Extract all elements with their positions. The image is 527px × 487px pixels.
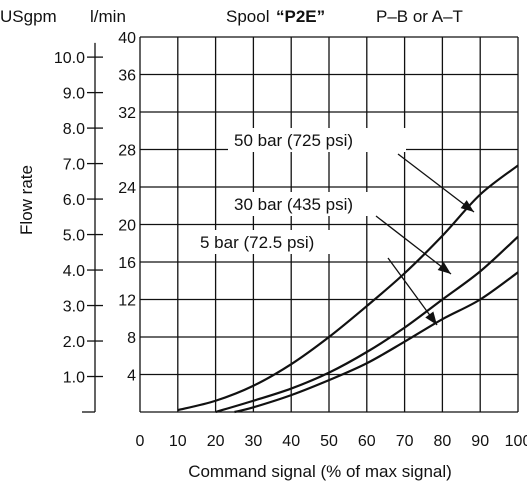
y-tick-label-usgpm: 8.0 <box>63 121 85 138</box>
tick-label-backdrop <box>49 47 87 68</box>
y-tick-label-lpm: 24 <box>118 180 136 197</box>
tick-label-backdrop <box>49 224 87 245</box>
series-50-bar-label: 50 bar (725 psi) <box>234 131 353 150</box>
tick-label-backdrop <box>112 64 138 85</box>
tick-label-backdrop <box>49 331 87 352</box>
x-tick-label: 80 <box>434 433 452 450</box>
y-tick-label-lpm: 32 <box>118 105 136 122</box>
x-tick-label: 70 <box>396 433 414 450</box>
tick-label-backdrop <box>49 189 87 210</box>
y-tick-label-lpm: 4 <box>127 368 136 385</box>
leader-line <box>375 215 452 275</box>
series-50-bar-line <box>177 164 519 412</box>
tick-label-backdrop <box>112 252 138 272</box>
x-tick-label: 100 <box>505 433 527 450</box>
y-tick-label-lpm: 20 <box>118 218 136 235</box>
tick-label-backdrop <box>112 102 138 122</box>
header-unit-usgpm: USgpm <box>0 7 57 26</box>
series-5-bar-line <box>234 271 519 414</box>
y-tick-label-usgpm: 3.0 <box>63 299 85 316</box>
header-ports: P–B or A–T <box>376 7 463 26</box>
y-tick-label-lpm: 16 <box>118 255 136 272</box>
series-5-bar-label: 5 bar (72.5 psi) <box>200 233 314 252</box>
tick-label-backdrop <box>49 82 87 103</box>
x-tick-label: 30 <box>245 433 263 450</box>
y-tick-label-lpm: 36 <box>118 68 136 85</box>
y-tick-label-usgpm: 6.0 <box>63 192 85 209</box>
series-labels: 50 bar (725 psi) 30 bar (435 psi) 5 bar (7… <box>194 128 475 326</box>
tick-label-backdrop <box>112 327 138 347</box>
tick-label-backdrop <box>49 295 87 316</box>
leader-line <box>397 153 475 213</box>
y-tick-label-lpm: 12 <box>118 293 136 310</box>
series-label-backdrop <box>228 128 406 152</box>
series-30-bar-label: 30 bar (435 psi) <box>234 195 353 214</box>
y-axis-label: Flow rate <box>17 165 36 235</box>
series-30-bar-line <box>215 235 519 414</box>
y-tick-label-usgpm: 4.0 <box>63 263 85 280</box>
series-label-backdrop <box>194 230 344 254</box>
tick-label-backdrop <box>112 177 138 197</box>
y-tick-label-lpm: 40 <box>118 30 136 47</box>
x-tick-label: 40 <box>282 433 300 450</box>
x-axis-label: Command signal (% of max signal) <box>188 462 452 481</box>
tick-label-backdrop <box>112 364 138 385</box>
y-tick-label-usgpm: 9.0 <box>63 86 85 103</box>
tick-label-backdrop <box>49 118 87 139</box>
y-tick-label-usgpm: 5.0 <box>63 228 85 245</box>
x-tick-label: 0 <box>136 433 145 450</box>
y-tick-label-usgpm: 10.0 <box>54 50 85 67</box>
tick-label-backdrop <box>112 139 138 160</box>
tick-label-backdrop <box>112 289 138 310</box>
leader-line <box>387 257 438 326</box>
y-tick-label-usgpm: 1.0 <box>63 370 85 387</box>
header-spool-name: “P2E” <box>276 7 325 26</box>
header-spool-label: Spool <box>226 7 269 26</box>
tick-labels: 1.0 2.0 3.0 4.0 5.0 6.0 7.0 8.0 9.0 10.0 4 8 12 16 20 2… <box>49 27 527 450</box>
tick-label-backdrop <box>49 260 87 281</box>
y-tick-label-lpm: 8 <box>127 330 136 347</box>
x-tick-label: 60 <box>358 433 376 450</box>
leader-arrowhead <box>437 262 451 274</box>
leader-arrowhead <box>460 200 474 212</box>
y-tick-label-usgpm: 2.0 <box>63 334 85 351</box>
series-curves <box>177 164 519 414</box>
tick-label-backdrop <box>49 366 87 387</box>
tick-label-backdrop <box>112 27 138 47</box>
x-tick-label: 10 <box>169 433 187 450</box>
y-tick-label-lpm: 28 <box>118 143 136 160</box>
tick-label-backdrop <box>49 153 87 174</box>
leader-arrowhead <box>425 311 437 325</box>
tick-label-backdrop <box>112 214 138 235</box>
header-unit-lpm: l/min <box>90 7 126 26</box>
series-label-backdrop <box>228 192 380 216</box>
x-tick-label: 20 <box>207 433 225 450</box>
x-tick-label: 90 <box>471 433 489 450</box>
y-tick-label-usgpm: 7.0 <box>63 157 85 174</box>
x-tick-label: 50 <box>320 433 338 450</box>
